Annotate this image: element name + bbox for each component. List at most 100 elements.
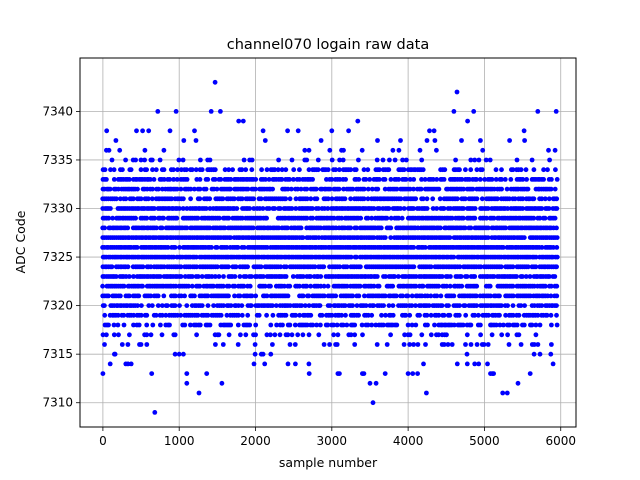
data-point — [177, 303, 182, 308]
data-point — [184, 303, 190, 308]
data-point — [334, 322, 340, 328]
data-point — [264, 293, 270, 299]
data-point — [165, 303, 170, 308]
data-point — [358, 264, 363, 270]
data-point — [510, 167, 516, 173]
data-point — [554, 312, 559, 318]
data-point — [348, 254, 354, 260]
data-point — [212, 274, 218, 279]
data-point — [152, 215, 158, 221]
data-point — [306, 303, 312, 308]
data-point — [171, 167, 176, 173]
data-point — [424, 390, 429, 396]
data-point — [478, 332, 483, 338]
data-point — [285, 293, 291, 299]
data-point — [545, 167, 550, 173]
data-point — [123, 196, 129, 202]
data-point — [471, 109, 477, 114]
data-point — [365, 196, 371, 202]
data-point — [542, 215, 548, 221]
data-point — [226, 264, 231, 270]
data-point — [375, 138, 380, 143]
data-point — [388, 215, 394, 221]
data-point — [444, 283, 450, 289]
data-point — [505, 303, 510, 308]
data-point — [489, 332, 495, 338]
data-point — [468, 322, 474, 328]
data-point — [228, 186, 233, 192]
data-point — [510, 303, 516, 308]
data-point — [155, 303, 161, 308]
data-point — [376, 177, 382, 182]
data-point — [125, 225, 131, 231]
data-point — [126, 177, 132, 182]
data-point — [382, 293, 388, 299]
data-point — [282, 283, 287, 289]
data-point — [464, 361, 470, 367]
data-point — [148, 332, 154, 338]
data-point — [444, 332, 449, 338]
data-point — [224, 312, 230, 318]
data-point — [460, 322, 466, 328]
data-point — [106, 147, 112, 153]
data-point — [161, 293, 167, 299]
data-point — [172, 303, 178, 308]
data-point — [172, 332, 178, 338]
data-point — [483, 157, 489, 163]
data-point — [205, 177, 211, 182]
data-point — [268, 351, 274, 357]
data-point — [138, 196, 144, 202]
data-point — [464, 274, 470, 279]
data-point — [131, 274, 136, 279]
data-point — [239, 167, 245, 173]
data-point — [493, 177, 499, 182]
data-point — [344, 283, 350, 289]
data-point — [144, 167, 150, 173]
data-point — [420, 167, 426, 173]
data-point — [411, 264, 417, 270]
data-point — [430, 206, 436, 211]
data-point — [302, 147, 308, 153]
data-point — [441, 206, 447, 211]
data-point — [215, 264, 220, 270]
data-point — [434, 147, 439, 153]
data-point — [300, 293, 306, 299]
data-point — [461, 206, 466, 211]
data-point — [542, 196, 548, 202]
data-point — [549, 342, 554, 347]
data-point — [306, 361, 312, 367]
data-point — [459, 177, 465, 182]
data-point — [159, 303, 165, 308]
data-point — [388, 177, 394, 182]
data-point — [207, 206, 213, 211]
data-point — [409, 303, 415, 308]
data-point — [398, 196, 404, 202]
data-points — [100, 79, 560, 415]
data-point — [411, 206, 416, 211]
data-point — [503, 312, 508, 318]
data-point — [152, 410, 158, 415]
data-point — [245, 312, 251, 318]
data-point — [260, 206, 266, 211]
data-point — [546, 147, 551, 153]
data-point — [252, 342, 258, 347]
data-point — [184, 225, 190, 231]
data-point — [297, 312, 302, 318]
data-point — [178, 274, 184, 279]
data-point — [455, 196, 460, 202]
data-point — [181, 138, 187, 143]
data-point — [335, 371, 341, 376]
data-point — [359, 322, 365, 328]
data-point — [251, 206, 257, 211]
data-point — [178, 312, 184, 318]
data-point — [357, 283, 363, 289]
data-point — [228, 235, 234, 241]
data-point — [407, 177, 413, 182]
data-point — [472, 312, 478, 318]
data-point — [292, 342, 298, 347]
data-point — [247, 206, 253, 211]
data-point — [243, 274, 249, 279]
data-point — [333, 293, 339, 299]
y-tick-label: 7330 — [42, 202, 73, 216]
